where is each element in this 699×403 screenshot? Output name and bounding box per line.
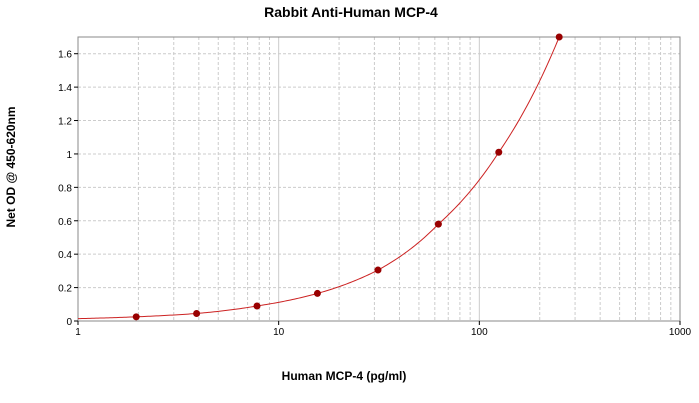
y-tick-label: 0.2 xyxy=(58,284,72,295)
y-tick-label: 0 xyxy=(66,317,72,328)
x-axis-label: Human MCP-4 (pg/ml) xyxy=(282,369,407,383)
fit-curve-layer xyxy=(77,36,560,320)
data-points xyxy=(132,33,563,321)
y-tick-label: 1.4 xyxy=(58,83,72,94)
y-axis-ticks: 0 0.2 0.4 0.6 0.8 1 1.2 1.4 1.6 xyxy=(58,50,78,328)
plot-frame xyxy=(77,36,681,322)
y-tick-label: 0.8 xyxy=(58,183,72,194)
y-tick-label: 0.6 xyxy=(58,217,72,228)
data-point xyxy=(495,148,503,156)
chart-title: Rabbit Anti-Human MCP-4 xyxy=(264,4,438,20)
data-point xyxy=(253,302,261,310)
y-axis-label: Net OD @ 450-620nm xyxy=(4,106,18,227)
x-tick-label: 1000 xyxy=(669,327,692,338)
data-point xyxy=(313,289,321,297)
y-tick-label: 1.6 xyxy=(58,50,72,61)
x-tick-label: 1 xyxy=(75,327,81,338)
fit-curve xyxy=(77,36,560,320)
grid xyxy=(78,37,680,321)
data-point xyxy=(555,33,563,41)
data-point xyxy=(193,309,201,317)
data-point xyxy=(132,313,140,321)
y-tick-label: 1.2 xyxy=(58,117,72,128)
y-tick-label: 1 xyxy=(66,150,72,161)
x-axis-ticks: 1 10 100 1000 xyxy=(75,321,692,338)
data-point xyxy=(434,220,442,228)
data-point xyxy=(374,266,382,274)
y-tick-label: 0.4 xyxy=(58,250,72,261)
x-tick-label: 100 xyxy=(471,327,488,338)
x-tick-label: 10 xyxy=(273,327,285,338)
